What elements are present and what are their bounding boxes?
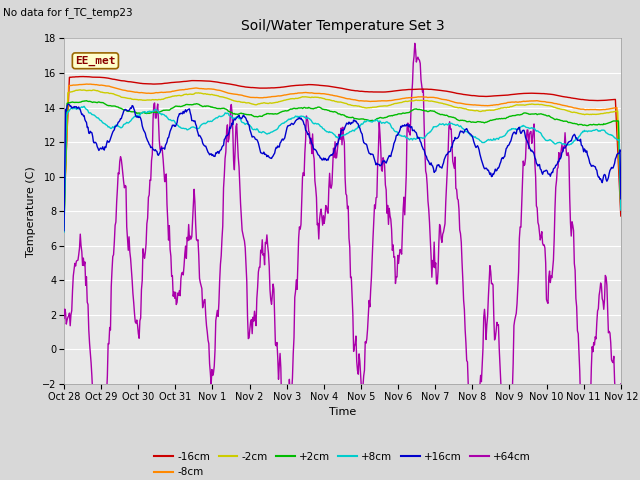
Y-axis label: Temperature (C): Temperature (C) <box>26 166 36 257</box>
Legend: -16cm, -8cm, -2cm, +2cm, +8cm, +16cm, +64cm: -16cm, -8cm, -2cm, +2cm, +8cm, +16cm, +6… <box>150 448 534 480</box>
Title: Soil/Water Temperature Set 3: Soil/Water Temperature Set 3 <box>241 19 444 33</box>
X-axis label: Time: Time <box>329 407 356 417</box>
Text: No data for f_TC_temp23: No data for f_TC_temp23 <box>3 7 133 18</box>
Text: EE_met: EE_met <box>75 56 116 66</box>
